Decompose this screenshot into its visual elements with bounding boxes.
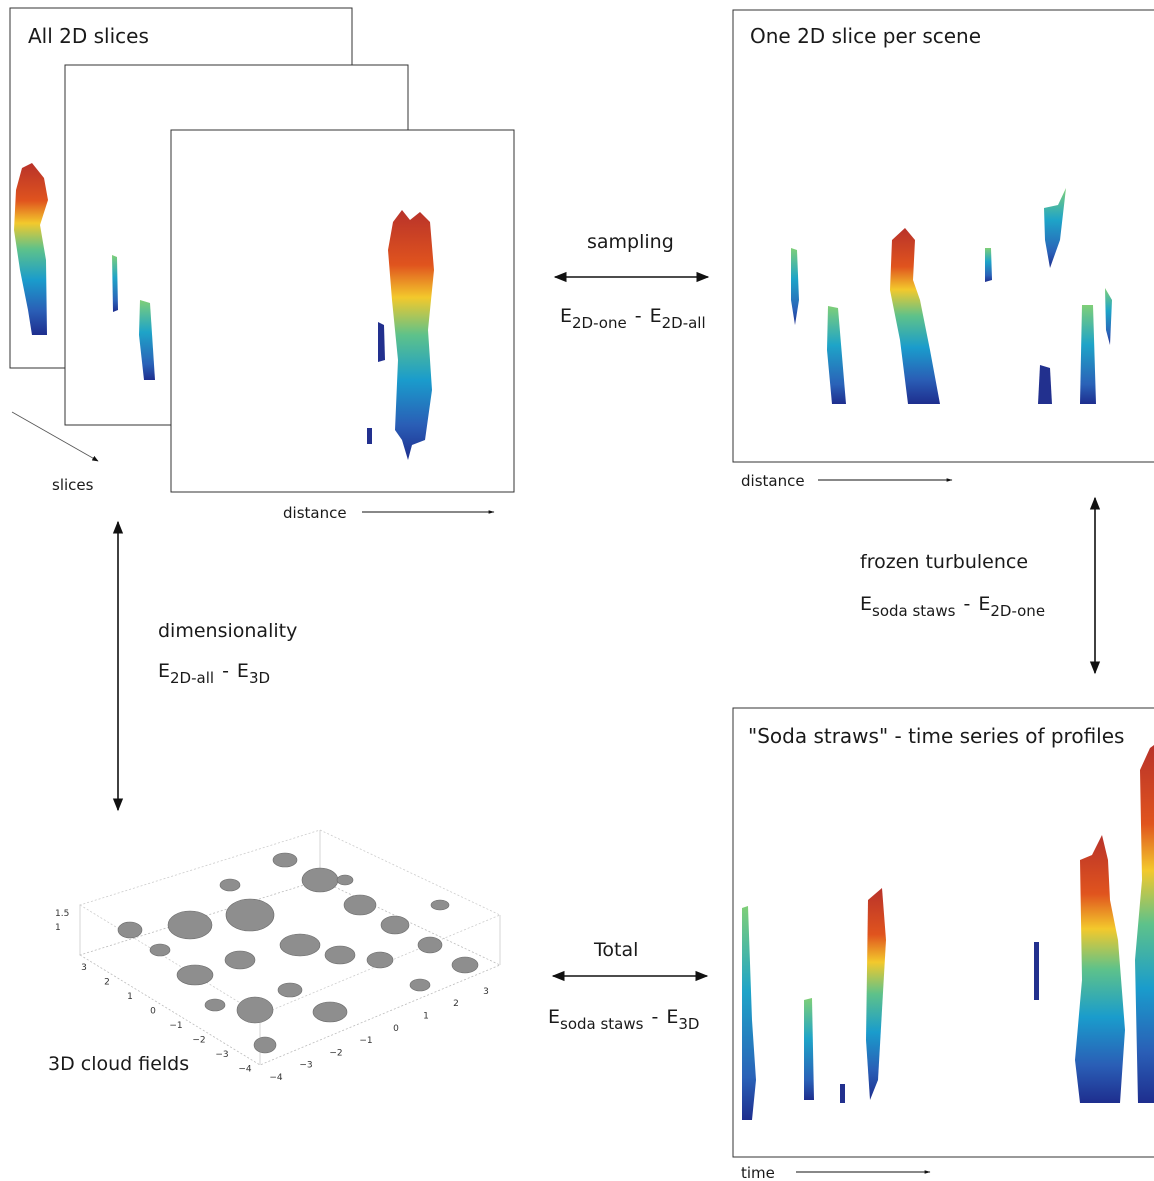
formula-subscript: 2D-one	[990, 602, 1045, 620]
formula-separator: -	[635, 305, 642, 327]
y-tick-label: 1	[127, 992, 133, 1002]
cloud-3d-plot: 3D cloud fields 1.5 1 3 2 1 0 −1 −2 −3 −4 −4 −3 −2 −1…	[48, 829, 501, 1083]
x-tick-label: −3	[299, 1061, 312, 1071]
x-tick-label: −4	[269, 1073, 283, 1083]
formula-base: E	[860, 593, 872, 615]
x-tick-label: 2	[453, 999, 459, 1009]
cloud-profile	[14, 163, 48, 335]
cloud-profile	[742, 906, 756, 1120]
panel-title: One 2D slice per scene	[750, 24, 981, 48]
panel-title: "Soda straws" - time series of profiles	[748, 724, 1124, 748]
y-tick-label: −1	[169, 1021, 182, 1031]
slice-stack: All 2D slices slices distance	[9, 7, 515, 522]
soda-straws-panel: "Soda straws" - time series of profiles …	[732, 707, 1154, 1181]
y-tick-label: −3	[215, 1050, 228, 1060]
transition-label: sampling	[587, 231, 674, 253]
cloud-profile	[1080, 305, 1096, 404]
formula-separator: -	[963, 593, 970, 615]
axis-label: time	[741, 1164, 775, 1181]
panel-title: All 2D slices	[28, 24, 149, 48]
cloud-profile	[1135, 745, 1154, 1103]
formula-base: E	[650, 305, 662, 327]
cloud-blobs	[117, 852, 479, 1054]
cloud-profile	[388, 210, 434, 460]
transition-label: Total	[593, 939, 638, 961]
formula-subscript: 2D-all	[170, 669, 214, 687]
y-tick-label: 2	[104, 978, 110, 988]
formula-subscript: 3D	[249, 669, 270, 687]
formula: Esoda staws - E3D	[548, 1006, 699, 1033]
formula-subscript: 3D	[678, 1015, 699, 1033]
x-tick-label: −1	[359, 1036, 372, 1046]
axis-label: slices	[52, 476, 94, 494]
formula-base: E	[237, 660, 249, 682]
y-tick-label: 0	[150, 1007, 156, 1017]
cloud-profile	[1034, 942, 1039, 1000]
axis-label: distance	[741, 472, 805, 490]
x-tick-label: 1	[423, 1012, 429, 1022]
formula-base: E	[548, 1006, 560, 1028]
cloud-profile	[791, 248, 799, 325]
formula-subscript: 2D-one	[572, 314, 627, 332]
cloud-profile	[840, 1084, 845, 1103]
cloud-profile	[1038, 365, 1052, 404]
formula-base: E	[978, 593, 990, 615]
panel-title: 3D cloud fields	[48, 1053, 189, 1075]
x-tick-label: 3	[483, 987, 489, 997]
cloud-profile	[866, 888, 886, 1100]
formula-subscript: soda staws	[560, 1015, 644, 1033]
y-tick-label: 3	[81, 963, 87, 973]
formula-base: E	[560, 305, 572, 327]
transition-label: frozen turbulence	[860, 551, 1028, 573]
transition-label: dimensionality	[158, 620, 297, 642]
slice-frame	[170, 129, 515, 493]
z-tick-label: 1.5	[55, 909, 69, 919]
formula-base: E	[666, 1006, 678, 1028]
panel-frame	[732, 9, 1154, 463]
cloud-profile	[890, 228, 940, 404]
panel-frame	[732, 707, 1154, 1158]
x-tick-label: 0	[393, 1024, 399, 1034]
z-tick-label: 1	[55, 923, 61, 933]
x-tick-label: −2	[329, 1048, 342, 1058]
one-slice-panel: One 2D slice per scene distance	[732, 9, 1154, 490]
cloud-profile	[367, 428, 372, 444]
cloud-profile	[1044, 188, 1066, 268]
cloud-profile	[985, 248, 992, 282]
formula-subscript: soda staws	[872, 602, 956, 620]
formula-separator: -	[651, 1006, 658, 1028]
cloud-profile	[827, 306, 846, 404]
slices-arrow	[11, 411, 99, 462]
y-tick-label: −2	[192, 1036, 205, 1046]
cloud-profile	[139, 300, 155, 380]
formula: E2D-one - E2D-all	[560, 305, 706, 332]
y-tick-label: −4	[238, 1065, 252, 1075]
formula-separator: -	[222, 660, 229, 682]
formula: Esoda staws - E2D-one	[860, 593, 1045, 620]
cloud-profile	[804, 998, 814, 1100]
cloud-profile	[112, 255, 118, 312]
axis-label: distance	[283, 504, 347, 522]
formula-subscript: 2D-all	[662, 314, 706, 332]
cloud-profile	[378, 322, 385, 362]
cloud-profile	[1105, 288, 1112, 345]
formula: E2D-all - E3D	[158, 660, 270, 687]
formula-base: E	[158, 660, 170, 682]
cloud-profile	[1075, 835, 1125, 1103]
